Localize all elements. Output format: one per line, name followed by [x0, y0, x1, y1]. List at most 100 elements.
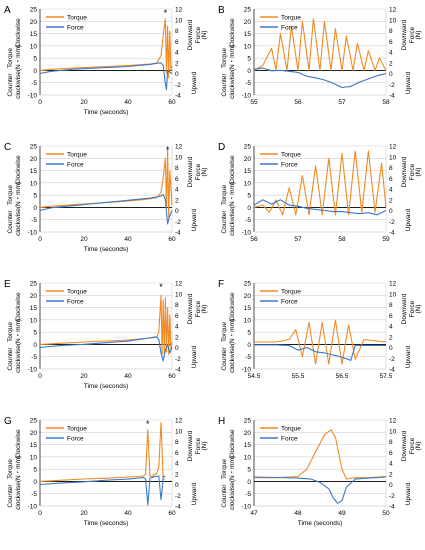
- y-left-tick-label: 0: [33, 205, 37, 212]
- y-left-tick-label: 25: [30, 281, 38, 288]
- y-right-tick-label: 8: [175, 302, 179, 309]
- y-right-tick-label: -2: [389, 82, 395, 89]
- y-right-axis-label: Force: [409, 437, 416, 454]
- y-left-tick-label: 20: [30, 156, 38, 163]
- y-right-tick-label: 12: [175, 144, 183, 151]
- x-tick-label: 20: [80, 99, 88, 106]
- y-right-tick-label: -2: [389, 219, 395, 226]
- y-left-axis-unit: (N・mm): [229, 319, 236, 345]
- y-left-axis-unit: (N・mm): [15, 319, 22, 345]
- y-right-tick-label: -2: [389, 493, 395, 500]
- y-right-tick-label: 2: [389, 197, 393, 204]
- y-left-tick-label: 10: [244, 454, 252, 461]
- y-left-tick-label: 10: [244, 180, 252, 187]
- y-left-tick-label: 20: [244, 293, 252, 300]
- y-left-tick-label: 5: [33, 330, 37, 337]
- y-right-tick-label: 6: [389, 39, 393, 46]
- panel-g: G -10 -5 0 5 10 15 20 25 -4 -2 0 2 4 6 8 10 12 0 20 40 60 Time…: [4, 416, 208, 527]
- y-right-tick-label: 4: [175, 187, 179, 194]
- y-right-tick-label: 4: [175, 324, 179, 331]
- y-left-tick-label: 0: [247, 68, 251, 75]
- y-right-tick-label: 0: [175, 71, 179, 78]
- panel-f: F -10 -5 0 5 10 15 20 25 -4 -2 0 2 4 6 8 10 12 54.5 55.5 56.…: [218, 279, 422, 380]
- x-tick-label: 60: [168, 99, 176, 106]
- series-line-torque: [253, 18, 387, 71]
- y-left-tick-label: 15: [30, 31, 38, 38]
- y-right-tick-label: 10: [389, 154, 397, 161]
- y-right-tick-label: 8: [175, 28, 179, 35]
- y-left-tick-label: 0: [33, 342, 37, 349]
- y-left-tick-label: 10: [244, 43, 252, 50]
- panel-c: C -10 -5 0 5 10 15 20 25 -4 -2 0 2 4 6 8 10 12 0 20 40 60 Time…: [4, 142, 208, 253]
- y-right-direction-bottom: Upward: [191, 482, 198, 505]
- y-left-tick-label: 10: [30, 317, 38, 324]
- y-left-tick-label: -10: [242, 93, 252, 100]
- panel-e: E -10 -5 0 5 10 15 20 25 -4 -2 0 2 4 6 8 10 12 0 20 40 60 Time…: [4, 279, 208, 390]
- y-left-direction-bottom-2: clockwise: [229, 71, 236, 99]
- y-right-axis-label: Force: [195, 26, 202, 43]
- x-tick-label: 0: [38, 236, 42, 243]
- y-right-tick-label: 6: [389, 176, 393, 183]
- y-left-axis-label: Torque: [221, 322, 228, 342]
- series-line-force: [253, 476, 387, 504]
- y-left-direction-top: Clockwise: [229, 292, 236, 322]
- y-left-direction-bottom: Counter: [7, 347, 14, 371]
- y-left-tick-label: 10: [244, 317, 252, 324]
- y-left-direction-top: Clockwise: [15, 429, 22, 459]
- y-left-tick-label: 5: [33, 56, 37, 63]
- y-left-tick-label: 15: [30, 168, 38, 175]
- y-left-direction-bottom-2: clockwise: [15, 71, 22, 99]
- x-tick-label: 56: [294, 99, 302, 106]
- y-left-tick-label: 25: [244, 7, 252, 14]
- y-right-direction-bottom: Upward: [191, 345, 198, 368]
- y-right-tick-label: 2: [175, 60, 179, 67]
- y-left-tick-label: 15: [244, 442, 252, 449]
- y-left-direction-bottom-2: clockwise: [15, 208, 22, 236]
- y-left-axis-label: Torque: [7, 322, 14, 342]
- y-right-direction-top: Downward: [401, 430, 408, 461]
- y-left-direction-top: Clockwise: [15, 155, 22, 185]
- y-left-direction-bottom: Counter: [7, 210, 14, 234]
- y-left-axis-unit: (N・mm): [15, 456, 22, 482]
- panel-label: E: [4, 279, 11, 290]
- series-line-torque: [253, 150, 387, 216]
- y-right-tick-label: 0: [389, 71, 393, 78]
- y-left-direction-top: Clockwise: [15, 18, 22, 48]
- panel-label: H: [218, 416, 225, 427]
- y-right-tick-label: 12: [389, 281, 397, 288]
- y-right-tick-label: 6: [175, 313, 179, 320]
- x-tick-label: 0: [38, 99, 42, 106]
- legend-label-torque: Torque: [281, 152, 301, 159]
- y-right-axis-unit: (N): [201, 30, 208, 39]
- y-right-axis-unit: (N): [415, 441, 422, 450]
- series-line-force: [254, 344, 386, 361]
- legend-label-force: Force: [67, 25, 84, 32]
- panel-h: H -10 -5 0 5 10 15 20 25 -4 -2 0 2 4 6 8 10 12 47 48 49 50 Tim…: [218, 416, 422, 527]
- x-axis-label: Time (seconds): [84, 520, 129, 527]
- y-left-tick-label: 5: [247, 56, 251, 63]
- series-line-torque: [39, 147, 173, 218]
- y-right-tick-label: 6: [175, 176, 179, 183]
- panel-label: C: [4, 142, 11, 153]
- y-right-tick-label: 6: [389, 450, 393, 457]
- y-left-tick-label: 5: [33, 193, 37, 200]
- series-line-torque: [254, 429, 387, 480]
- legend-label-torque: Torque: [67, 289, 87, 296]
- y-left-direction-bottom-2: clockwise: [15, 345, 22, 373]
- y-left-tick-label: 25: [30, 7, 38, 14]
- x-tick-label: 60: [168, 236, 176, 243]
- x-tick-label: 56.5: [336, 373, 349, 380]
- y-left-tick-label: 5: [247, 193, 251, 200]
- panel-label: B: [218, 5, 225, 16]
- y-right-tick-label: -2: [175, 82, 181, 89]
- y-left-direction-bottom: Counter: [221, 210, 228, 234]
- y-left-tick-label: 25: [244, 418, 252, 425]
- panel-label: G: [4, 416, 12, 427]
- series-line-torque: [39, 421, 166, 482]
- y-left-tick-label: -5: [245, 217, 251, 224]
- x-tick-label: 57: [338, 99, 346, 106]
- y-left-tick-label: -10: [242, 504, 252, 511]
- y-left-direction-top: Clockwise: [229, 155, 236, 185]
- y-right-direction-top: Downward: [187, 293, 194, 324]
